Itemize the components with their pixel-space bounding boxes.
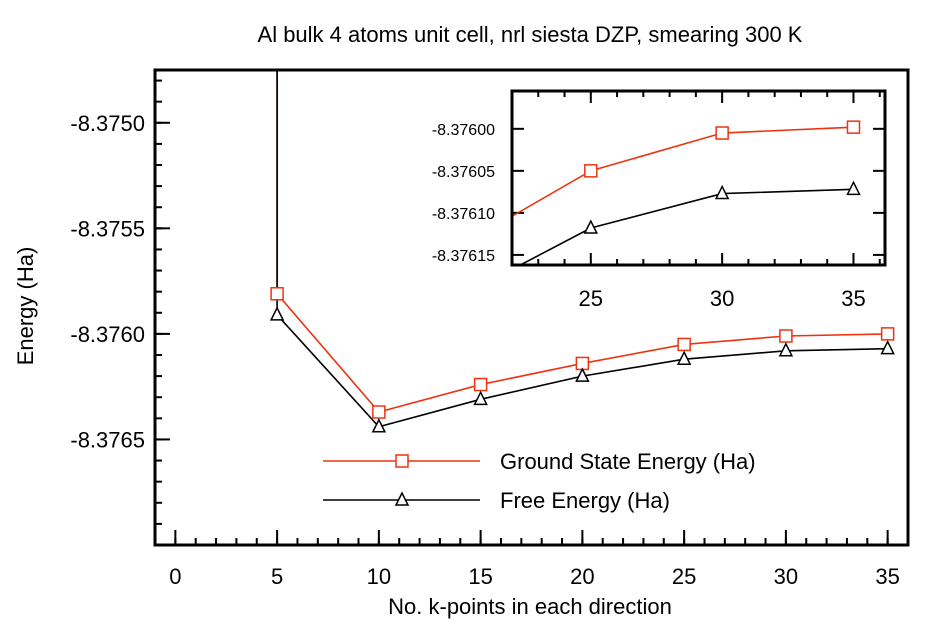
inset-series-line-1: [518, 188, 854, 265]
inset-series-1-point: [714, 184, 730, 200]
series-1-point: [473, 390, 488, 406]
series-0-point: [779, 329, 793, 343]
y-tick-label: -8.3750: [70, 111, 145, 136]
series-1-point: [676, 350, 692, 365]
inset-x-tick-label: 30: [710, 286, 734, 311]
inset-y-tick-label: -8.37605: [432, 164, 495, 181]
x-tick-label: 0: [169, 564, 181, 589]
y-tick-label: -8.3755: [70, 216, 145, 241]
legend-label-0: Ground State Energy (Ha): [500, 449, 756, 474]
y-tick-label: -8.3760: [70, 322, 145, 347]
x-tick-label: 30: [774, 564, 798, 589]
inset-y-tick-label: -8.37610: [432, 206, 495, 223]
series-0-point: [880, 327, 895, 341]
x-tick-label: 25: [672, 564, 696, 589]
chart-title: Al bulk 4 atoms unit cell, nrl siesta DZ…: [258, 22, 803, 47]
series-1-point: [880, 339, 895, 355]
series-1-point: [575, 367, 590, 382]
legend-label-1: Free Energy (Ha): [500, 488, 670, 513]
series-0-point: [473, 377, 488, 392]
inset-series-line-0: [512, 126, 854, 218]
inset-x-tick-label: 25: [579, 286, 603, 311]
x-tick-label: 5: [271, 564, 283, 589]
inset-series-0-point: [584, 164, 598, 178]
series-0-point: [677, 337, 691, 352]
legend-marker-0: [395, 454, 409, 468]
x-tick-label: 20: [570, 564, 594, 589]
main-plot: -8.3750 -8.3755 -8.3760 -8.3765 0 5 10 15 20 25 30…: [70, 68, 910, 589]
inset-y-tick-label: -8.37600: [432, 122, 495, 139]
inset-series-group: [512, 120, 861, 265]
inset-plot-frame: [510, 89, 887, 267]
y-axis-label: Energy (Ha): [13, 247, 38, 366]
inset-plot: -8.37600 -8.37605 -8.37610 -8.37615 25 30 35: [432, 89, 887, 311]
y-tick-label: -8.3765: [70, 427, 145, 452]
series-line-0: [276, 70, 888, 413]
x-axis-label: No. k-points in each direction: [388, 594, 672, 619]
inset-series-1-point: [846, 180, 861, 196]
inset-y-tick-label: -8.37615: [432, 248, 495, 265]
x-tick-label: 15: [468, 564, 492, 589]
inset-series-1-point: [583, 219, 599, 234]
series-1-point: [371, 418, 387, 433]
legend-marker-1: [394, 491, 410, 506]
main-plot-frame: [153, 68, 910, 547]
series-1-point: [778, 342, 794, 357]
series-line-1: [276, 70, 888, 428]
legend: Ground State Energy (Ha) Free Energy (Ha): [323, 449, 756, 513]
series-1-point: [269, 306, 285, 321]
series-0-point: [270, 287, 284, 301]
inset-series-0-point: [846, 120, 861, 134]
inset-x-tick-label: 35: [841, 286, 865, 311]
inset-background: [512, 91, 885, 265]
inset-series-0-point: [715, 126, 729, 140]
series-0-point: [372, 405, 386, 419]
x-tick-label: 10: [367, 564, 391, 589]
x-tick-label: 35: [875, 564, 899, 589]
main-series-group: [276, 70, 888, 428]
